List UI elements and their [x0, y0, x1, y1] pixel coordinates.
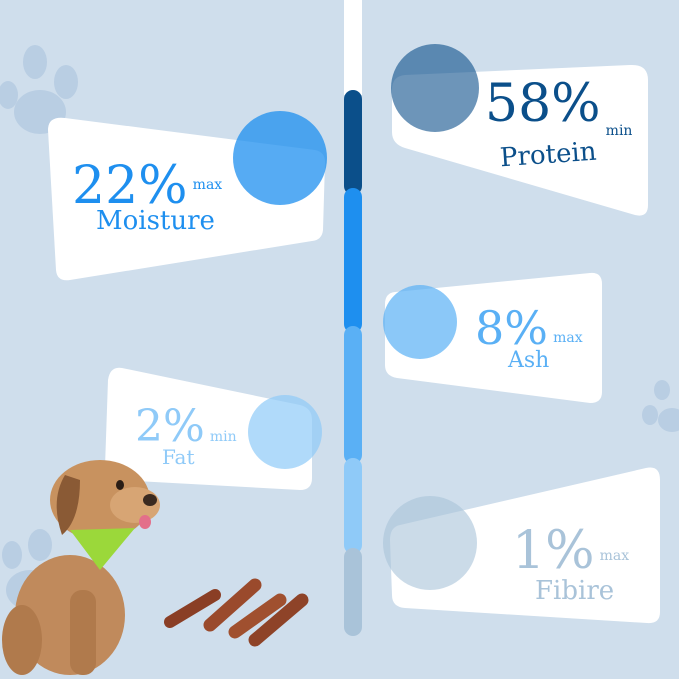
stat-label: Ash: [508, 348, 550, 373]
stat-value: 2%: [135, 401, 205, 452]
stat-ash: 8% max: [475, 305, 583, 351]
treat-sticks-illustration: [164, 578, 309, 647]
stat-value: 22%: [72, 156, 188, 216]
stat-qualifier: max: [192, 177, 223, 193]
progress-column: [344, 0, 362, 636]
stat-value: 8%: [475, 301, 548, 355]
stat-fibire: 1% max: [512, 525, 629, 577]
stat-qualifier: max: [599, 548, 630, 564]
stat-label: Protein: [499, 136, 598, 174]
stat-value: 1%: [512, 521, 595, 581]
stat-label: Moisture: [96, 206, 215, 236]
stat-protein: 58% min: [485, 78, 632, 138]
stat-value: 58%: [485, 74, 601, 134]
accent-circles: [233, 44, 479, 590]
stat-qualifier: max: [553, 330, 583, 346]
paw-print-icon: [642, 380, 679, 432]
stat-qualifier: min: [605, 123, 633, 139]
dog-illustration: [2, 460, 160, 675]
stat-label: Fat: [162, 445, 195, 469]
stat-moisture: 22% max: [72, 160, 222, 212]
stat-fat: 2% min: [135, 405, 237, 449]
stat-label: Fibire: [535, 576, 615, 606]
stat-qualifier: min: [209, 429, 237, 445]
